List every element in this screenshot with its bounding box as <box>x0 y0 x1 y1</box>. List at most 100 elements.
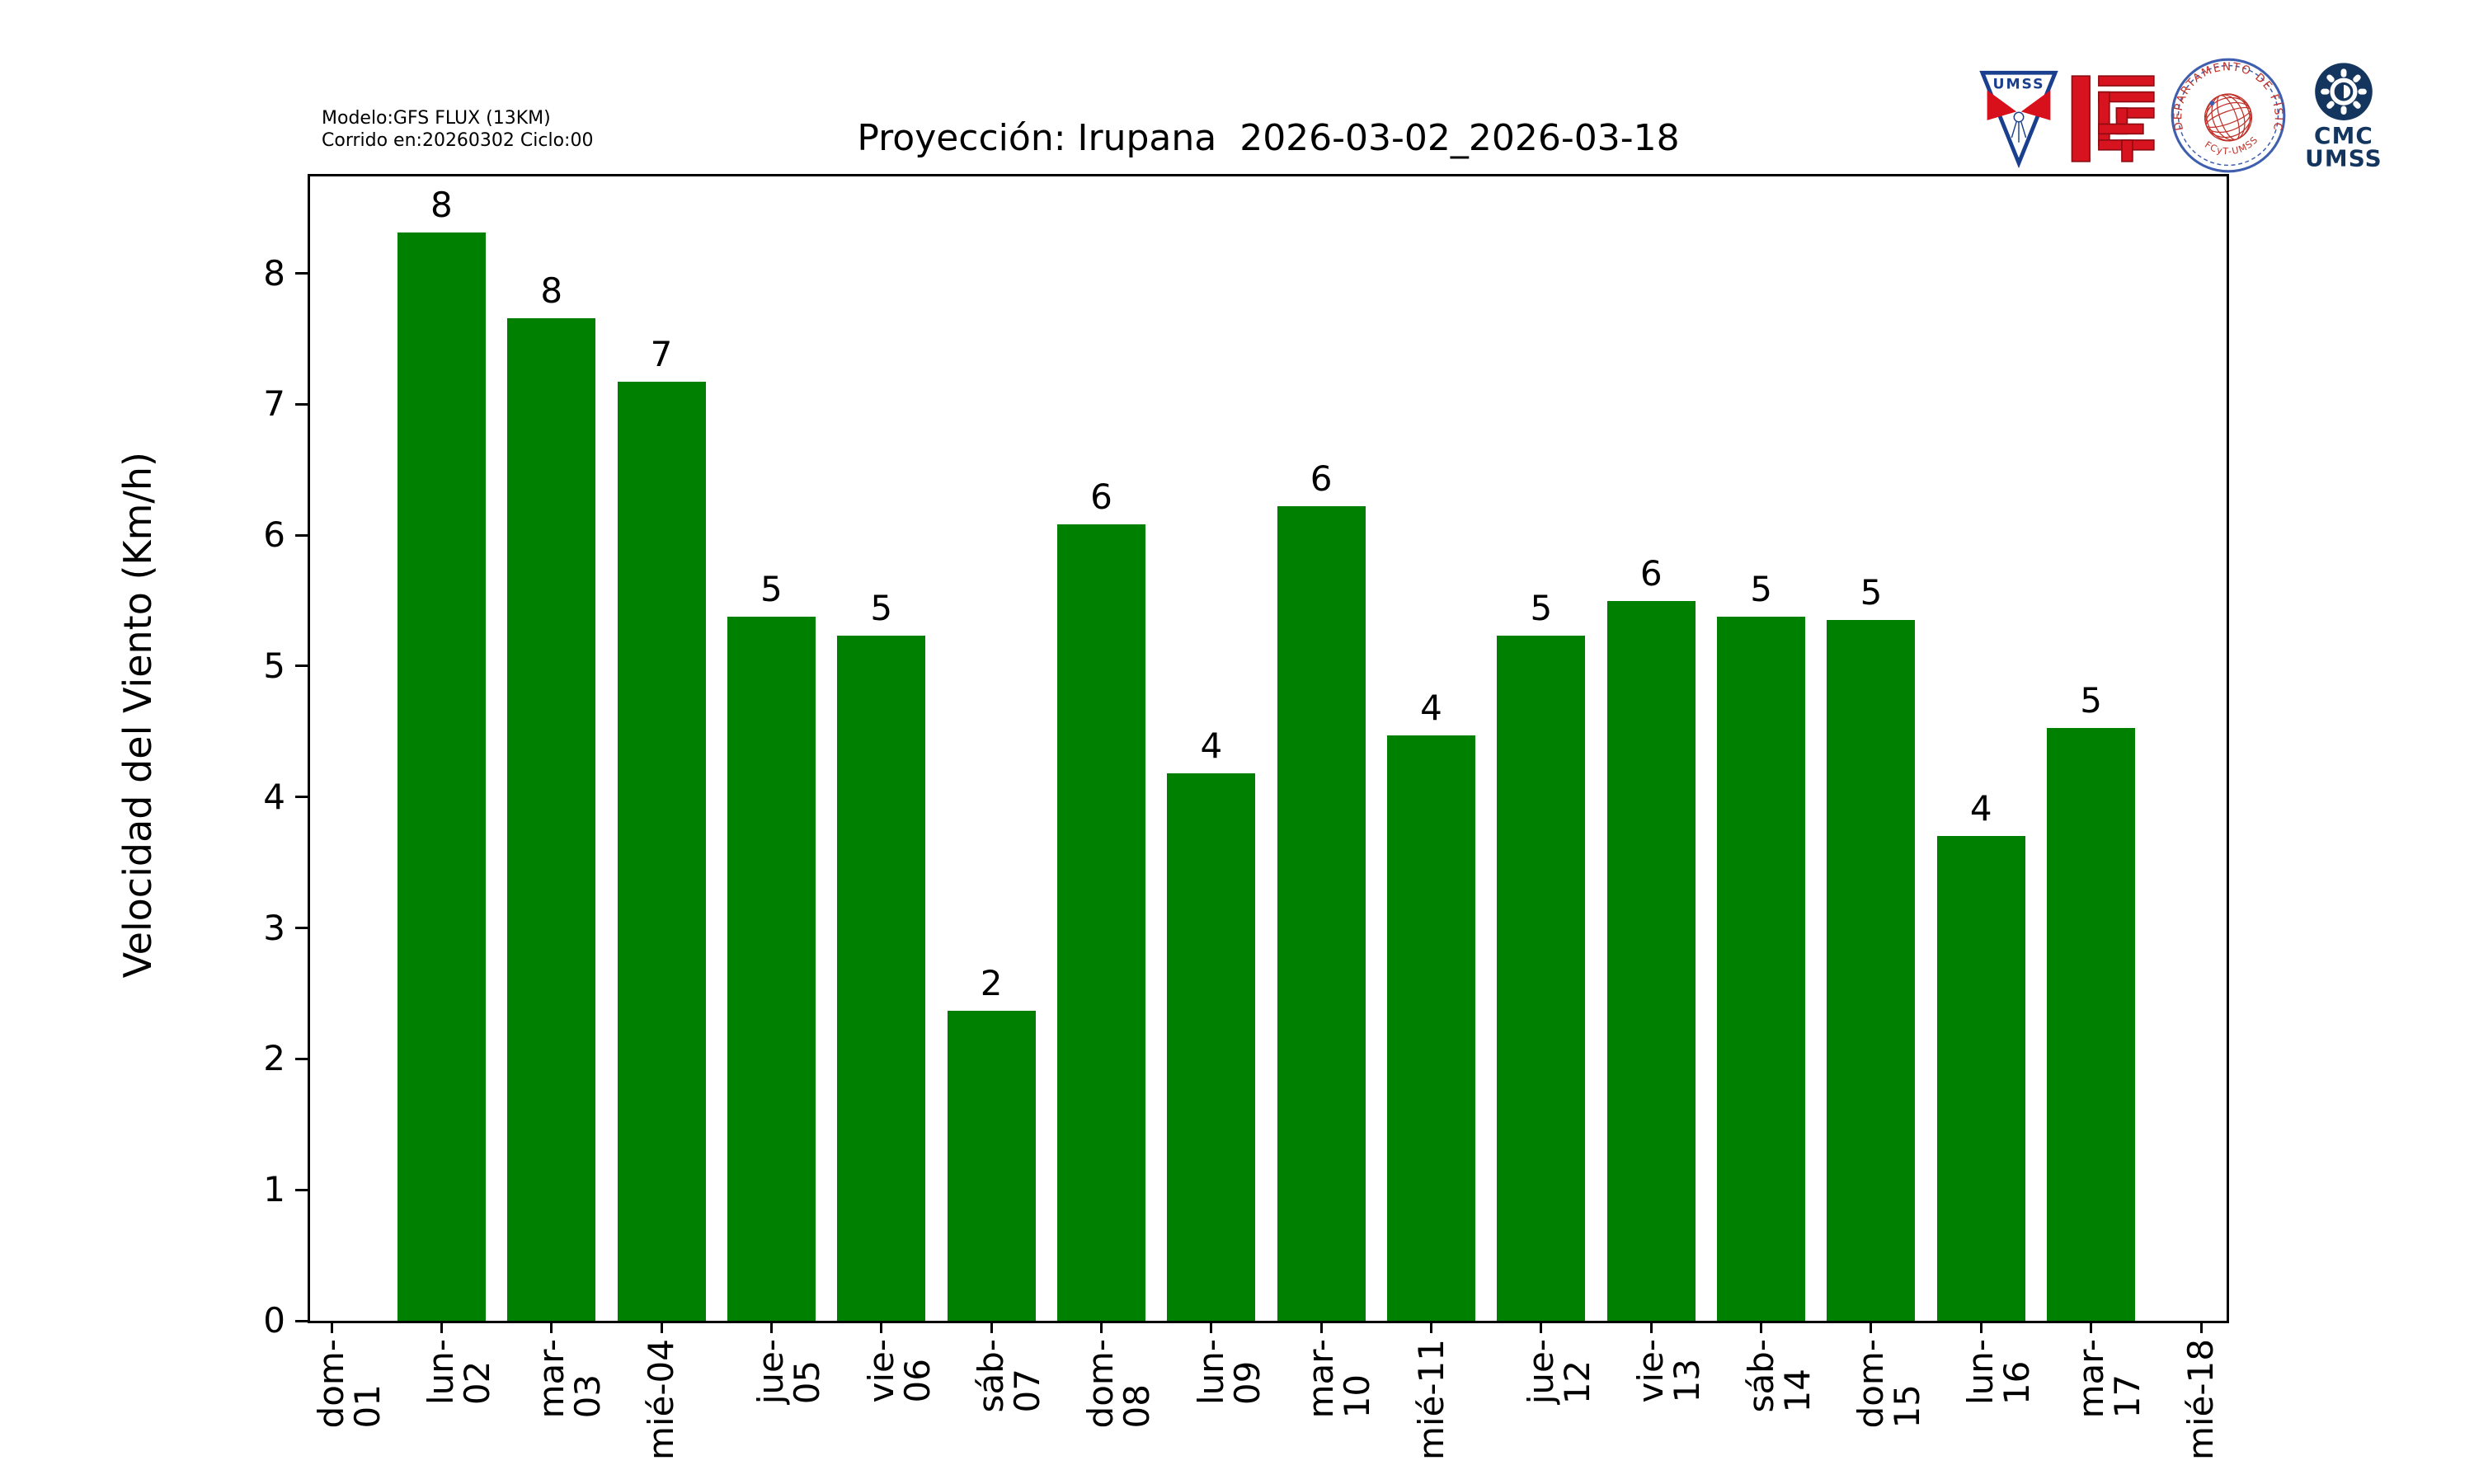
x-tick-label: lun-02 <box>421 1339 498 1406</box>
cmc-text-line2: UMSS <box>2305 145 2382 168</box>
bar-value-label: 5 <box>760 568 783 609</box>
x-tick-label: vie-13 <box>1630 1339 1708 1403</box>
seal-outer-ring <box>2171 58 2286 173</box>
x-tick <box>550 1321 553 1333</box>
bar-value-label: 5 <box>1750 568 1772 609</box>
pennant-outline <box>1979 70 2058 168</box>
umss-pennant-logo: UMSS <box>1979 70 2058 168</box>
model-info: Modelo:GFS FLUX (13KM) Corrido en:202603… <box>322 107 593 152</box>
bar-value-label: 6 <box>1310 458 1333 500</box>
y-tick <box>295 665 308 668</box>
bar <box>507 317 596 1321</box>
bar-value-label: 6 <box>1090 477 1112 518</box>
bar-value-label: 5 <box>1530 588 1553 629</box>
x-tick <box>660 1321 663 1333</box>
bar-value-label: 4 <box>1969 788 1992 829</box>
bar-value-label: 8 <box>540 270 563 311</box>
x-tick-label: lun-09 <box>1190 1339 1268 1406</box>
y-tick <box>295 1319 308 1322</box>
bar <box>617 382 706 1321</box>
y-axis-label: Velocidad del Viento (Km/h) <box>115 452 160 979</box>
bar-value-label: 5 <box>870 588 893 629</box>
fisica-seal-logo: DEPARTAMENTO DE FÍSICA FCyT-UMSS <box>2167 54 2286 173</box>
x-tick <box>2199 1321 2203 1333</box>
bar <box>2047 727 2136 1321</box>
cmc-icon-halfdisc <box>2344 85 2351 99</box>
y-tick-label: 5 <box>263 645 285 686</box>
fcyt-maze <box>2071 75 2155 162</box>
bar <box>1717 616 1806 1321</box>
bar <box>1606 600 1696 1321</box>
seal-dashed-ring <box>2177 64 2279 167</box>
y-tick <box>295 402 308 406</box>
x-tick-label: mar-03 <box>530 1339 608 1419</box>
bar <box>1827 620 1916 1321</box>
y-tick-label: 0 <box>263 1300 285 1341</box>
y-tick <box>295 796 308 799</box>
model-info-line2: Corrido en:20260302 Ciclo:00 <box>322 130 594 151</box>
x-tick-label: dom-15 <box>1850 1339 1927 1429</box>
cmc-icon-rays <box>2321 68 2367 115</box>
seal-globe-dot <box>2209 101 2215 106</box>
x-tick-label: mié-11 <box>1410 1339 1451 1461</box>
cmc-icon-ring <box>2330 77 2358 106</box>
bar-value-label: 5 <box>2080 679 2102 721</box>
x-tick <box>330 1321 333 1333</box>
x-tick <box>1099 1321 1103 1333</box>
bar-value-label: 4 <box>1420 688 1442 729</box>
x-tick-label: dom-01 <box>311 1339 388 1429</box>
x-tick-label: sáb-14 <box>1740 1339 1818 1413</box>
y-tick <box>295 1057 308 1060</box>
chart-title: Proyección: Irupana 2026-03-02_2026-03-1… <box>857 117 1680 159</box>
x-tick <box>1979 1321 1982 1333</box>
x-tick <box>1760 1321 1763 1333</box>
bar <box>947 1010 1036 1321</box>
y-tick-label: 2 <box>263 1038 285 1079</box>
x-tick <box>880 1321 883 1333</box>
pennant-red-left <box>1987 90 2017 120</box>
bar <box>1056 524 1145 1321</box>
x-tick-label: lun-16 <box>1960 1339 2038 1406</box>
bar <box>397 232 486 1321</box>
bar <box>837 636 926 1321</box>
bar <box>1277 506 1366 1321</box>
pennant-rays <box>2011 121 2027 143</box>
bar-value-label: 6 <box>1639 552 1663 594</box>
logo-strip: UMSS <box>1975 49 2404 181</box>
x-tick-label: mar-10 <box>1300 1339 1378 1419</box>
x-tick-label: mié-04 <box>641 1339 682 1461</box>
y-tick <box>295 927 308 930</box>
y-tick-label: 3 <box>263 907 285 948</box>
x-tick-label: mar-17 <box>2070 1339 2147 1419</box>
x-tick-label: sáb-07 <box>971 1339 1048 1413</box>
x-tick <box>1210 1321 1213 1333</box>
pennant-red-right <box>2020 90 2051 120</box>
y-tick <box>295 533 308 537</box>
x-tick <box>1649 1321 1653 1333</box>
x-tick <box>2090 1321 2093 1333</box>
bar-value-label: 2 <box>980 962 1003 1003</box>
x-tick-label: mié-18 <box>2180 1339 2221 1461</box>
bar-value-label: 4 <box>1200 726 1223 767</box>
model-info-line1: Modelo:GFS FLUX (13KM) <box>322 108 551 129</box>
x-tick <box>1430 1321 1433 1333</box>
y-tick <box>295 272 308 275</box>
x-tick-label: dom-08 <box>1080 1339 1158 1429</box>
x-tick <box>1319 1321 1323 1333</box>
bar-value-label: 7 <box>650 334 673 375</box>
y-tick-label: 7 <box>263 383 285 425</box>
y-tick-label: 4 <box>263 776 285 817</box>
x-tick-label: jue-12 <box>1520 1339 1597 1405</box>
cmc-logo: CMC UMSS <box>2305 63 2382 168</box>
y-tick-label: 8 <box>263 252 285 294</box>
y-tick-label: 1 <box>263 1169 285 1210</box>
bar <box>1497 636 1586 1321</box>
seal-globe <box>2204 93 2252 142</box>
x-tick <box>1870 1321 1873 1333</box>
x-tick <box>990 1321 993 1333</box>
cmc-text-line1: CMC <box>2314 122 2373 149</box>
bar-value-label: 5 <box>1860 572 1883 613</box>
x-tick <box>440 1321 443 1333</box>
fcyt-logo <box>2071 75 2155 162</box>
